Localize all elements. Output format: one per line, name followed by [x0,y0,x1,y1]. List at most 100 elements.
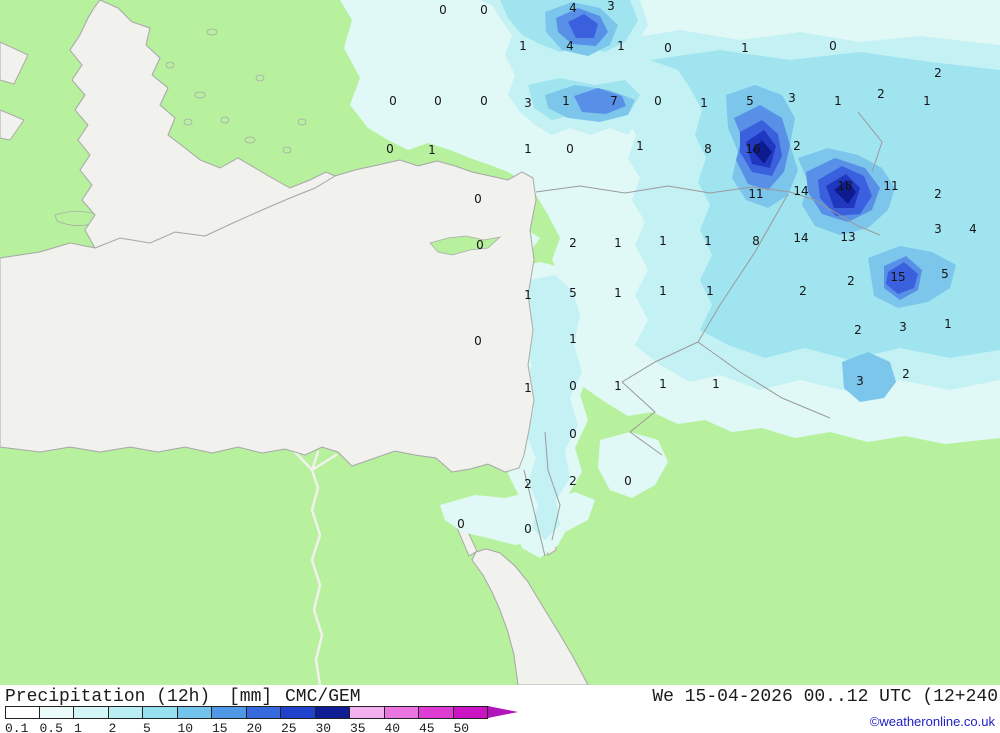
precip-value-label: 4 [569,1,577,15]
precip-value-label: 18 [837,179,852,193]
legend-step: 25 [280,706,316,733]
precip-value-label: 5 [746,94,754,108]
legend-step: 1 [73,706,109,733]
precip-value-label: 1 [659,377,667,391]
precip-value-label: 0 [480,3,488,17]
border-jordan-saudi [621,381,663,456]
legend-color-box [349,706,385,719]
legend-value: 30 [315,721,332,733]
precip-value-label: 1 [569,332,577,346]
precip-value-label: 2 [569,474,577,488]
precip-patch [598,432,668,498]
map-title: Precipitation (12h) [5,687,211,707]
precip-value-label: 15 [890,270,905,284]
precip-value-label: 3 [788,91,796,105]
precip-value-label: 2 [793,139,801,153]
border-egypt-israel [523,469,546,557]
legend-color-box [211,706,247,719]
precip-value-label: 4 [566,39,574,53]
precip-core-25mm [752,140,772,164]
map-units: [mm] [229,687,273,707]
precip-value-labels: 0 0 4 31 4 1 0 1 020 0 0 3 1 7 0 1 5 3 1 2 10 1 1 0 1 8 16 20 11 14 18… [386,0,977,536]
aegean-island [194,91,206,99]
precip-value-label: 0 [664,41,672,55]
legend-step: 5 [142,706,178,733]
aegean-island [244,136,256,144]
legend-color-box [314,706,350,719]
legend-value: 5 [143,721,151,733]
precip-value-label: 8 [704,142,712,156]
nile-river [293,450,338,685]
precip-value-label: 0 [566,142,574,156]
ionian-inlet-2 [0,109,25,141]
legend-step: 15 [211,706,247,733]
precip-value-label: 0 [389,94,397,108]
precip-value-label: 1 [614,379,622,393]
legend-value: 0.5 [39,721,63,733]
precip-value-label: 2 [847,274,855,288]
precip-value-label: 0 [624,474,632,488]
precip-value-label: 3 [856,374,864,388]
copyright-link[interactable]: ©weatheronline.co.uk [869,714,995,729]
precip-value-label: 1 [519,39,527,53]
border-iraq-saudi [697,341,831,419]
legend-arrow-icon [488,706,518,718]
country-borders [523,111,883,557]
legend-step: 10 [176,706,212,733]
precip-value-label: 1 [700,96,708,110]
precip-value-label: 2 [902,367,910,381]
precip-value-label: 0 [474,334,482,348]
precip-value-label: 2 [877,87,885,101]
legend-step: 2 [107,706,143,733]
footer: Precipitation (12h) [mm] CMC/GEM We 15-0… [0,685,1000,733]
precip-value-label: 1 [614,236,622,250]
precip-value-label: 7 [610,94,618,108]
legend-value: 1 [74,721,82,733]
precipitation-map: 0 0 4 31 4 1 0 1 020 0 0 3 1 7 0 1 5 3 1 2 10 1 1 0 1 8 16 20 11 14 18… [0,0,1000,685]
legend-value: 25 [281,721,297,733]
precip-value-label: 1 [524,288,532,302]
legend-value: 2 [108,721,117,733]
legend-color-box [418,706,454,719]
legend-value: 50 [453,721,470,733]
precip-value-label: 1 [617,39,625,53]
legend-color-box [5,706,40,719]
precip-blob-10mm [574,88,626,114]
aegean-island [297,118,307,126]
precip-value-label: 16 [745,142,760,156]
precip-value-label: 0 [569,427,577,441]
precip-value-label: 0 [476,238,484,252]
legend-color-box [383,706,419,719]
legend-scale: 0.1 0.5 1 2 5 10 15 20 25 30 35 40 45 50 [5,706,488,733]
precip-value-label: 1 [944,317,952,331]
precip-value-label: 1 [712,377,720,391]
precip-value-label: 14 [793,231,808,245]
precip-value-label: 3 [899,320,907,334]
precip-value-label: 0 [480,94,488,108]
precip-value-label: 2 [524,477,532,491]
precip-value-label: 5 [569,286,577,300]
legend-color-box [107,706,143,719]
precip-blob-15mm [886,262,918,294]
precip-value-label: 8 [752,234,760,248]
precip-value-label: 3 [524,96,532,110]
precip-value-label: 2 [569,236,577,250]
precip-value-label: 1 [923,94,931,108]
precip-value-label: 3 [607,0,615,13]
legend-step: 0.1 [5,706,40,733]
precip-value-label: 14 [793,184,808,198]
precip-value-label: 1 [706,284,714,298]
legend-value: 10 [177,721,194,733]
legend-color-box [142,706,178,719]
legend-color-box [452,706,488,719]
legend-step: 20 [245,706,281,733]
precip-value-label: 0 [524,522,532,536]
precip-value-label: 13 [840,230,855,244]
precip-value-label: 2 [799,284,807,298]
border-turkey-syria [535,185,881,236]
precip-value-label: 1 [636,139,644,153]
precip-value-label: 1 [562,94,570,108]
border-jordan [621,341,699,383]
border-northeast [857,111,883,173]
